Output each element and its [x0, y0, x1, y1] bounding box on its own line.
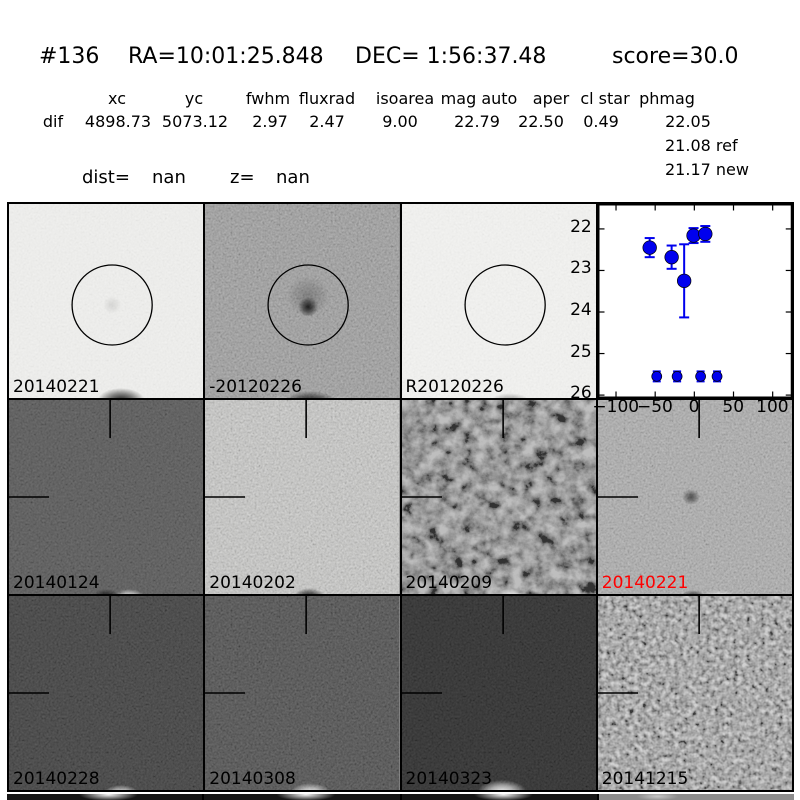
- candidate-id: #136: [39, 44, 100, 69]
- table-value: 22.79: [454, 112, 500, 131]
- candidate-score: score=30.0: [612, 44, 739, 69]
- y-tick-label: 26: [570, 383, 592, 404]
- cutout-panel-epoch: 20140202: [205, 400, 400, 594]
- row-label: dif: [42, 112, 64, 131]
- table-value: 2.47: [309, 112, 345, 131]
- column-header: aper: [532, 89, 570, 108]
- cutout-panel-epoch: 20141215: [597, 596, 792, 790]
- measurement-table: xc yc fwhm fluxrad isoarea mag auto aper cl sta…: [0, 0, 800, 200]
- cutout-panel-epoch: 20140323: [401, 596, 596, 790]
- cutout-panel-dif-ref: -20120226: [205, 204, 400, 398]
- cutout-date-label: 20140124: [13, 573, 100, 594]
- cutout-date-label: 20141215: [601, 769, 689, 790]
- column-header: isoarea: [375, 89, 435, 108]
- x-tick-label: −50: [636, 397, 673, 417]
- next-row-sliver: [7, 794, 794, 800]
- cutout-date-label: 20140221: [601, 573, 689, 594]
- partial-panel: [401, 794, 597, 800]
- y-tick-label: 23: [570, 258, 592, 279]
- cutout-date-label: 20140209: [405, 573, 493, 594]
- cutout-date-label: 20140308: [209, 769, 296, 790]
- cutout-panel-reference: R20120226: [401, 204, 596, 398]
- cutout-panel-epoch: 20140308: [205, 596, 400, 790]
- table-value: 22.50: [518, 112, 564, 131]
- cutout-grid: 20140221 -20120226 R20120226 20140124 20…: [7, 202, 794, 792]
- partial-panel: [598, 794, 794, 800]
- lightcurve-panel: [597, 204, 792, 398]
- cutout-date-label: 20140221: [13, 377, 100, 398]
- column-header: cl star: [580, 89, 630, 108]
- cutout-date-label: 20140228: [13, 769, 100, 790]
- column-header: xc: [108, 89, 126, 108]
- cutout-date-label: R20120226: [405, 377, 504, 398]
- x-tick-label: −100: [592, 397, 640, 417]
- y-tick-label: 24: [570, 300, 592, 320]
- table-value: 22.05: [665, 112, 711, 131]
- x-tick-label: 50: [722, 397, 745, 417]
- redshift-value: nan: [276, 167, 310, 188]
- dist-value: nan: [152, 167, 186, 188]
- redshift-label: z=: [230, 167, 255, 188]
- cutout-panel-epoch: 20140209: [401, 400, 596, 594]
- x-tick-label: 100: [756, 397, 789, 417]
- candidate-ra: RA=10:01:25.848: [128, 44, 324, 69]
- y-tick-label: 25: [570, 341, 592, 362]
- table-value: 9.00: [382, 112, 418, 131]
- table-value: 4898.73: [84, 112, 152, 131]
- cutout-panel-dif-new: 20140221: [9, 204, 204, 398]
- y-tick-label: 22: [570, 216, 592, 237]
- table-value: 0.49: [583, 112, 619, 131]
- candidate-dec: DEC= 1:56:37.48: [355, 44, 547, 69]
- partial-panel: [204, 794, 400, 800]
- column-header: fluxrad: [298, 89, 356, 108]
- table-value: 2.97: [252, 112, 288, 131]
- new-magnitude: 21.17 new: [665, 160, 749, 179]
- column-header: phmag: [639, 89, 695, 108]
- cutout-panel-detection: 20140221: [597, 400, 792, 594]
- cutout-date-label: 20140202: [209, 573, 296, 594]
- table-value: 5073.12: [161, 112, 229, 131]
- cutout-date-label: 20140323: [405, 769, 493, 790]
- x-tick-label: 0: [688, 397, 700, 417]
- partial-panel: [7, 794, 203, 800]
- cutout-date-label: -20120226: [209, 377, 302, 398]
- ref-magnitude: 21.08 ref: [665, 136, 738, 155]
- dist-label: dist=: [82, 167, 130, 188]
- column-header: yc: [184, 89, 204, 108]
- column-header: mag auto: [440, 89, 518, 108]
- cutout-panel-epoch: 20140228: [9, 596, 204, 790]
- column-header: fwhm: [245, 89, 291, 108]
- cutout-panel-epoch: 20140124: [9, 400, 204, 594]
